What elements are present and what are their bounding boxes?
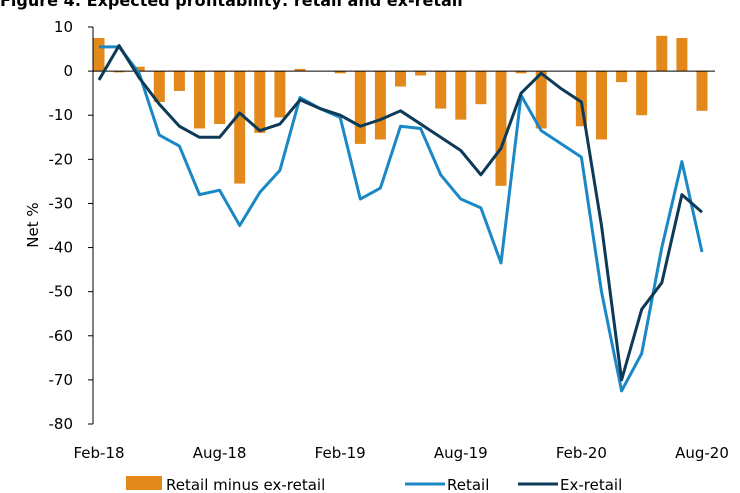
x-tick-label: Feb-19 (315, 444, 366, 462)
bar (656, 35, 668, 72)
bar (636, 71, 648, 116)
x-tick-label: Feb-18 (73, 444, 124, 462)
bar (113, 71, 125, 73)
bar (294, 68, 306, 72)
legend-swatch (126, 476, 162, 490)
y-tick-label: -40 (49, 239, 74, 257)
line-series (97, 44, 703, 382)
bar (395, 71, 406, 87)
legend-label: Retail minus ex-retail (166, 476, 325, 493)
y-tick-label: -70 (49, 371, 74, 389)
bar (93, 38, 105, 72)
x-tick-label: Feb-20 (556, 444, 607, 462)
bar (214, 71, 226, 125)
bar (133, 66, 145, 72)
x-tick-label: Aug-19 (434, 444, 488, 462)
bar (455, 71, 467, 120)
legend-label: Retail (447, 476, 489, 493)
y-tick-label: -30 (49, 194, 74, 212)
bar (374, 71, 386, 140)
bar (596, 71, 607, 140)
bar (274, 71, 286, 118)
bar (676, 38, 688, 72)
y-tick-label: 10 (54, 18, 73, 36)
bar (354, 71, 366, 144)
x-tick-label: Aug-18 (193, 444, 247, 462)
bar (194, 71, 205, 129)
bar (173, 71, 185, 91)
x-tick-label: Aug-20 (675, 444, 729, 462)
bar (575, 71, 587, 127)
y-axis-label: Net % (24, 202, 42, 247)
bar (616, 71, 628, 83)
y-tick-label: -20 (49, 150, 74, 168)
y-tick-label: -50 (49, 283, 74, 301)
bar (475, 71, 487, 105)
bar (334, 71, 346, 74)
bar (415, 71, 427, 76)
bar (515, 71, 527, 74)
y-tick-label: -80 (49, 415, 74, 433)
bar (254, 71, 266, 133)
chart-title: Figure 4: Expected profitability: retail… (0, 0, 463, 10)
y-tick-label: -10 (49, 106, 74, 124)
line-series (99, 45, 704, 393)
bar (234, 71, 246, 184)
bar (435, 71, 447, 109)
y-tick-label: 0 (63, 62, 73, 80)
bar (495, 71, 507, 186)
legend-label: Ex-retail (560, 476, 622, 493)
bar (153, 71, 165, 102)
bar (535, 71, 547, 129)
bar (696, 71, 708, 111)
y-tick-label: -60 (49, 327, 74, 345)
